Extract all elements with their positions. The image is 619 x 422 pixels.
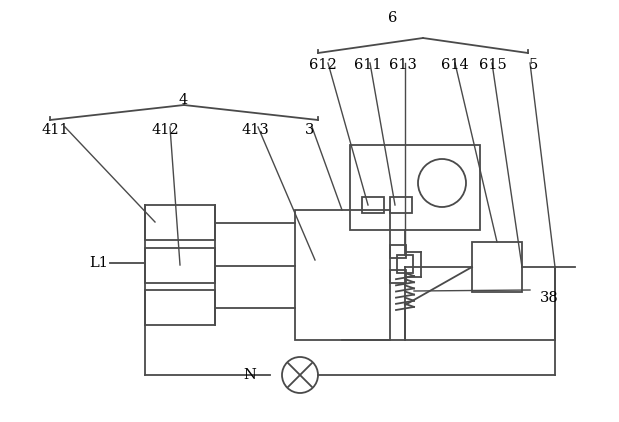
Text: 613: 613 <box>389 58 417 72</box>
Bar <box>397 255 413 273</box>
Bar <box>390 270 406 283</box>
Bar <box>390 197 412 213</box>
Bar <box>390 245 406 258</box>
Text: L1: L1 <box>89 256 108 270</box>
Text: 413: 413 <box>241 123 269 137</box>
Text: 611: 611 <box>354 58 382 72</box>
Bar <box>295 210 390 340</box>
Bar <box>350 145 480 230</box>
Bar <box>145 248 215 283</box>
Text: 3: 3 <box>305 123 314 137</box>
Text: 615: 615 <box>479 58 507 72</box>
Text: 411: 411 <box>41 123 69 137</box>
Text: 614: 614 <box>441 58 469 72</box>
Text: 612: 612 <box>309 58 337 72</box>
Text: N: N <box>243 368 256 382</box>
Text: 4: 4 <box>178 93 188 107</box>
Bar <box>472 242 522 292</box>
Bar <box>145 205 215 240</box>
Text: 5: 5 <box>529 58 538 72</box>
Text: 6: 6 <box>388 11 397 25</box>
Text: 412: 412 <box>151 123 179 137</box>
Bar <box>362 197 384 213</box>
Text: 38: 38 <box>540 291 559 305</box>
Bar <box>145 290 215 325</box>
